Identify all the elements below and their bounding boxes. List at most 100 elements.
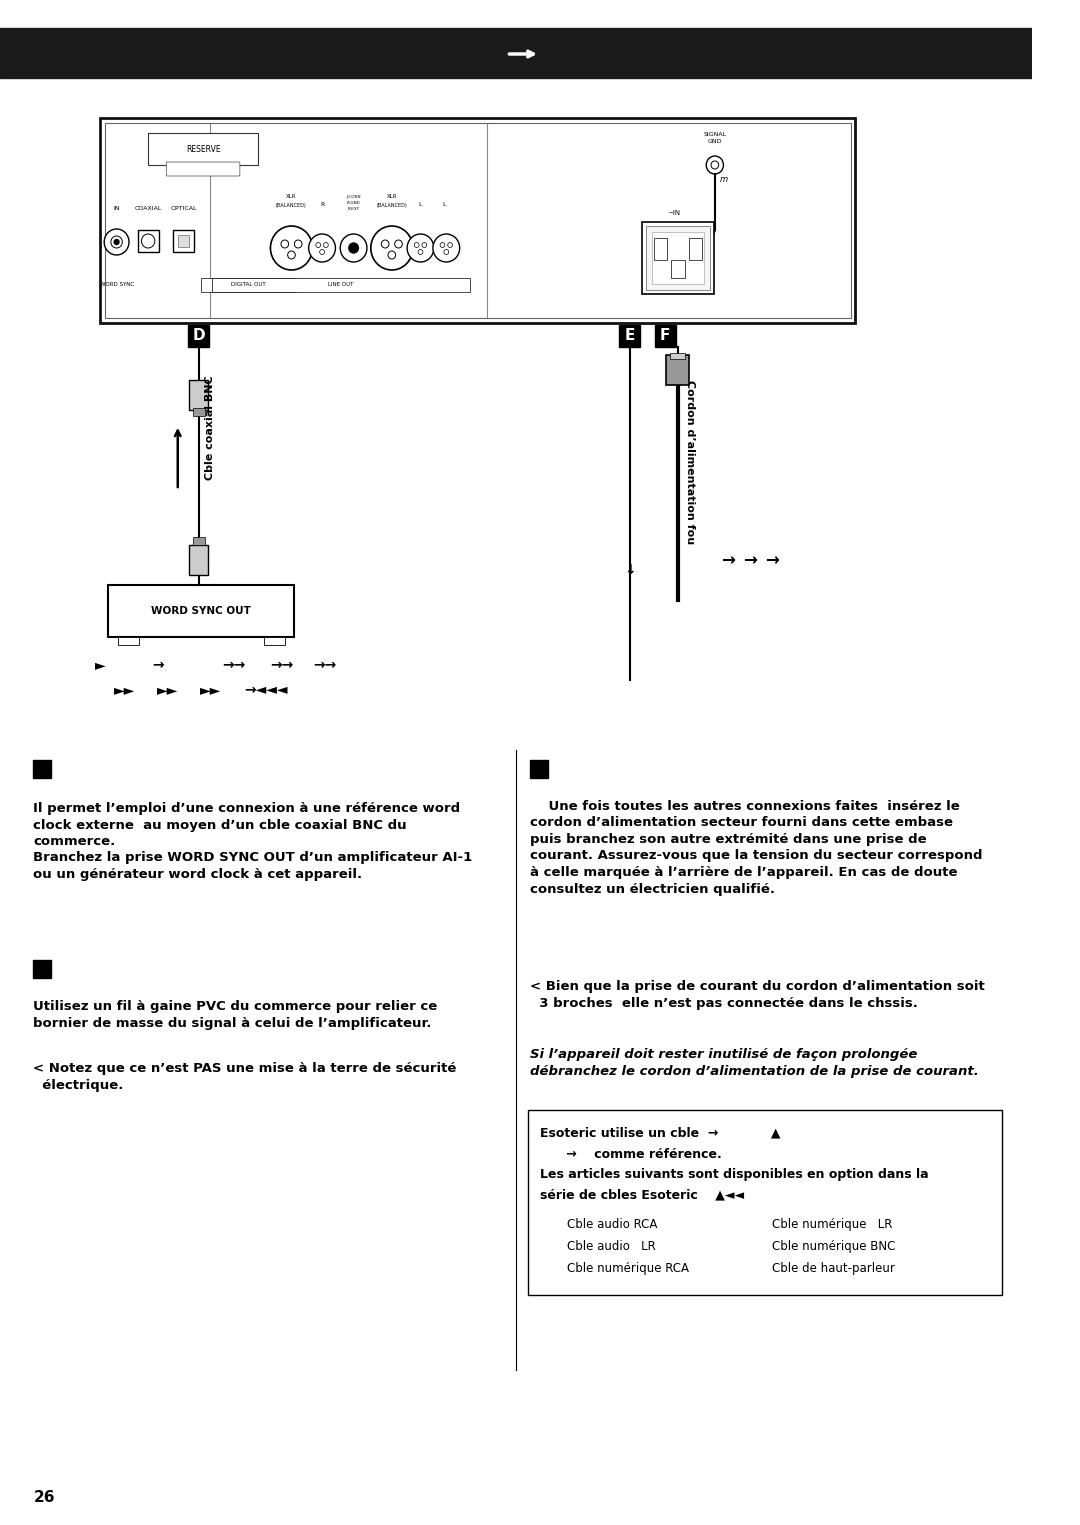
Text: D: D: [192, 328, 205, 343]
Text: Cble numérique BNC: Cble numérique BNC: [772, 1240, 895, 1254]
Circle shape: [281, 239, 288, 249]
Bar: [137, 230, 159, 252]
Bar: [100, 117, 855, 323]
Text: L: L: [419, 203, 422, 207]
Circle shape: [295, 239, 302, 249]
Circle shape: [349, 242, 359, 253]
Bar: [530, 759, 548, 778]
Text: →: →: [743, 551, 757, 569]
Text: Si l’appareil doit rester inutilisé de façon prolongée
débranchez le cordon d’al: Si l’appareil doit rester inutilisé de f…: [530, 1048, 980, 1078]
Bar: [188, 325, 210, 348]
Circle shape: [114, 239, 119, 244]
Bar: [643, 223, 714, 294]
Bar: [189, 380, 208, 410]
Circle shape: [270, 226, 312, 270]
Circle shape: [370, 226, 413, 270]
Text: Cble de haut-parleur: Cble de haut-parleur: [772, 1263, 895, 1275]
Text: ►►: ►►: [157, 683, 178, 697]
Bar: [118, 637, 138, 645]
Text: OPTICAL: OPTICAL: [171, 206, 197, 210]
Text: LINE OUT: LINE OUT: [328, 282, 354, 288]
Text: COAXIAL: COAXIAL: [134, 206, 162, 210]
Text: →◄◄◄: →◄◄◄: [244, 683, 287, 697]
Circle shape: [444, 250, 448, 255]
Circle shape: [418, 250, 423, 255]
Text: DIGITAL OUT: DIGITAL OUT: [231, 282, 266, 288]
Text: Les articles suivants sont disponibles en option dans la: Les articles suivants sont disponibles e…: [540, 1168, 929, 1180]
Circle shape: [381, 239, 389, 249]
Circle shape: [711, 162, 718, 169]
Text: ►►: ►►: [200, 683, 221, 697]
Text: RESERVE: RESERVE: [186, 145, 221, 154]
Text: (BALANCED): (BALANCED): [377, 203, 407, 207]
Text: (BALANCED): (BALANCED): [276, 203, 307, 207]
Text: →: →: [766, 551, 779, 569]
Bar: [148, 133, 258, 165]
Bar: [189, 544, 208, 575]
Text: ►►: ►►: [113, 683, 135, 697]
Text: →    comme référence.: → comme référence.: [540, 1148, 721, 1161]
Bar: [105, 124, 851, 319]
Text: WORD SYNC OUT: WORD SYNC OUT: [151, 605, 251, 616]
Text: →: →: [721, 551, 735, 569]
Text: XLR: XLR: [387, 195, 397, 200]
Text: ►: ►: [95, 657, 106, 673]
Text: Cble audio RCA: Cble audio RCA: [567, 1218, 657, 1231]
Circle shape: [394, 239, 403, 249]
Text: R-EXT: R-EXT: [348, 207, 360, 210]
Bar: [193, 409, 204, 416]
Bar: [653, 238, 667, 259]
Bar: [173, 230, 194, 252]
Text: < Bien que la prise de courant du cordon d’alimentation soit
  3 broches  elle n: < Bien que la prise de courant du cordon…: [530, 981, 985, 1010]
Circle shape: [287, 252, 295, 259]
Text: Cble coaxial BNC: Cble coaxial BNC: [205, 375, 215, 480]
Text: série de cbles Esoteric    ▲◄◄: série de cbles Esoteric ▲◄◄: [540, 1188, 744, 1202]
Text: SIGNAL
GND: SIGNAL GND: [703, 133, 727, 143]
FancyBboxPatch shape: [166, 162, 240, 175]
Bar: [654, 325, 676, 348]
Bar: [201, 278, 296, 291]
Text: ~IN: ~IN: [667, 210, 680, 217]
Text: 26: 26: [33, 1490, 55, 1505]
Text: E: E: [624, 328, 635, 343]
Text: IN: IN: [113, 206, 120, 210]
Bar: [0, 27, 1032, 78]
Text: WORD SYNC: WORD SYNC: [99, 282, 134, 288]
Circle shape: [309, 233, 336, 262]
Bar: [671, 259, 685, 278]
Text: →→: →→: [313, 657, 337, 673]
Bar: [528, 1110, 1001, 1295]
Text: J.CONN: J.CONN: [347, 195, 361, 198]
Circle shape: [315, 242, 321, 247]
Text: R: R: [320, 203, 324, 207]
Circle shape: [448, 242, 453, 247]
Text: Il permet l’emploi d’une connexion à une référence word
clock externe  au moyen : Il permet l’emploi d’une connexion à une…: [33, 802, 473, 881]
Text: m: m: [719, 175, 728, 185]
Circle shape: [104, 229, 129, 255]
Bar: [670, 352, 685, 358]
Circle shape: [320, 250, 324, 255]
Bar: [646, 226, 710, 290]
Circle shape: [440, 242, 445, 247]
Text: Cordon d’alimentation fou: Cordon d’alimentation fou: [685, 380, 694, 544]
Circle shape: [111, 236, 122, 249]
Circle shape: [324, 242, 328, 247]
Text: Une fois toutes les autres connexions faites  insérez le
cordon d’alimentation s: Une fois toutes les autres connexions fa…: [530, 801, 983, 895]
Text: F: F: [660, 328, 671, 343]
Text: Cble numérique   LR: Cble numérique LR: [772, 1218, 892, 1231]
Text: < Notez que ce n’est PAS une mise à la terre de sécurité
  électrique.: < Notez que ce n’est PAS une mise à la t…: [33, 1061, 457, 1092]
Bar: [666, 355, 689, 384]
Circle shape: [407, 233, 434, 262]
Circle shape: [340, 233, 367, 262]
Circle shape: [415, 242, 419, 247]
Text: ↓: ↓: [624, 563, 636, 576]
Circle shape: [433, 233, 460, 262]
Text: →→: →→: [222, 657, 246, 673]
Bar: [264, 637, 285, 645]
Text: Cble numérique RCA: Cble numérique RCA: [567, 1263, 689, 1275]
Circle shape: [388, 252, 395, 259]
Text: Utilisez un fil à gaine PVC du commerce pour relier ce
bornier de masse du signa: Utilisez un fil à gaine PVC du commerce …: [33, 1000, 437, 1029]
Circle shape: [422, 242, 427, 247]
Text: L: L: [443, 203, 446, 207]
Text: R-GND: R-GND: [347, 201, 361, 204]
